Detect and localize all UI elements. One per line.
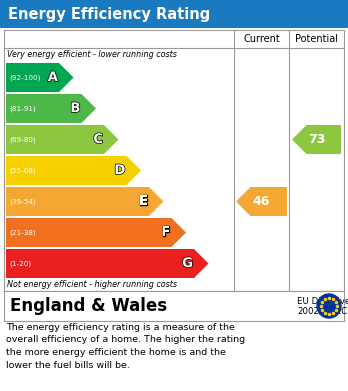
Text: England & Wales: England & Wales [10, 297, 167, 315]
Text: Energy Efficiency Rating: Energy Efficiency Rating [8, 7, 210, 22]
Polygon shape [6, 63, 73, 92]
Text: Very energy efficient - lower running costs: Very energy efficient - lower running co… [7, 50, 177, 59]
Text: F: F [161, 226, 171, 239]
Text: E: E [139, 195, 148, 208]
Text: The energy efficiency rating is a measure of the
overall efficiency of a home. T: The energy efficiency rating is a measur… [6, 323, 245, 369]
Text: (69-80): (69-80) [9, 136, 36, 143]
Text: 2002/91/EC: 2002/91/EC [297, 307, 347, 316]
Text: (39-54): (39-54) [9, 198, 36, 205]
Text: (1-20): (1-20) [9, 260, 31, 267]
Polygon shape [6, 249, 208, 278]
Text: (55-68): (55-68) [9, 167, 36, 174]
Text: B: B [70, 102, 80, 115]
Bar [4, 30, 344, 291]
Polygon shape [292, 125, 341, 154]
Bar [4, 291, 344, 321]
Text: 73: 73 [308, 133, 325, 146]
Text: D: D [114, 164, 126, 177]
Text: Potential: Potential [295, 34, 338, 44]
Text: (81-91): (81-91) [9, 105, 36, 112]
Text: C: C [93, 133, 103, 146]
Polygon shape [6, 218, 186, 247]
Text: EU Directive: EU Directive [297, 298, 348, 307]
Text: Not energy efficient - higher running costs: Not energy efficient - higher running co… [7, 280, 177, 289]
Polygon shape [6, 125, 119, 154]
Text: G: G [182, 257, 193, 270]
Circle shape [317, 294, 341, 318]
Bar [0, 0, 348, 28]
Polygon shape [6, 187, 164, 216]
Polygon shape [6, 156, 141, 185]
Polygon shape [6, 94, 96, 123]
Text: 46: 46 [253, 195, 270, 208]
Text: A: A [48, 71, 58, 84]
Polygon shape [236, 187, 287, 216]
Text: Current: Current [243, 34, 280, 44]
Text: (92-100): (92-100) [9, 74, 40, 81]
Text: (21-38): (21-38) [9, 229, 36, 236]
